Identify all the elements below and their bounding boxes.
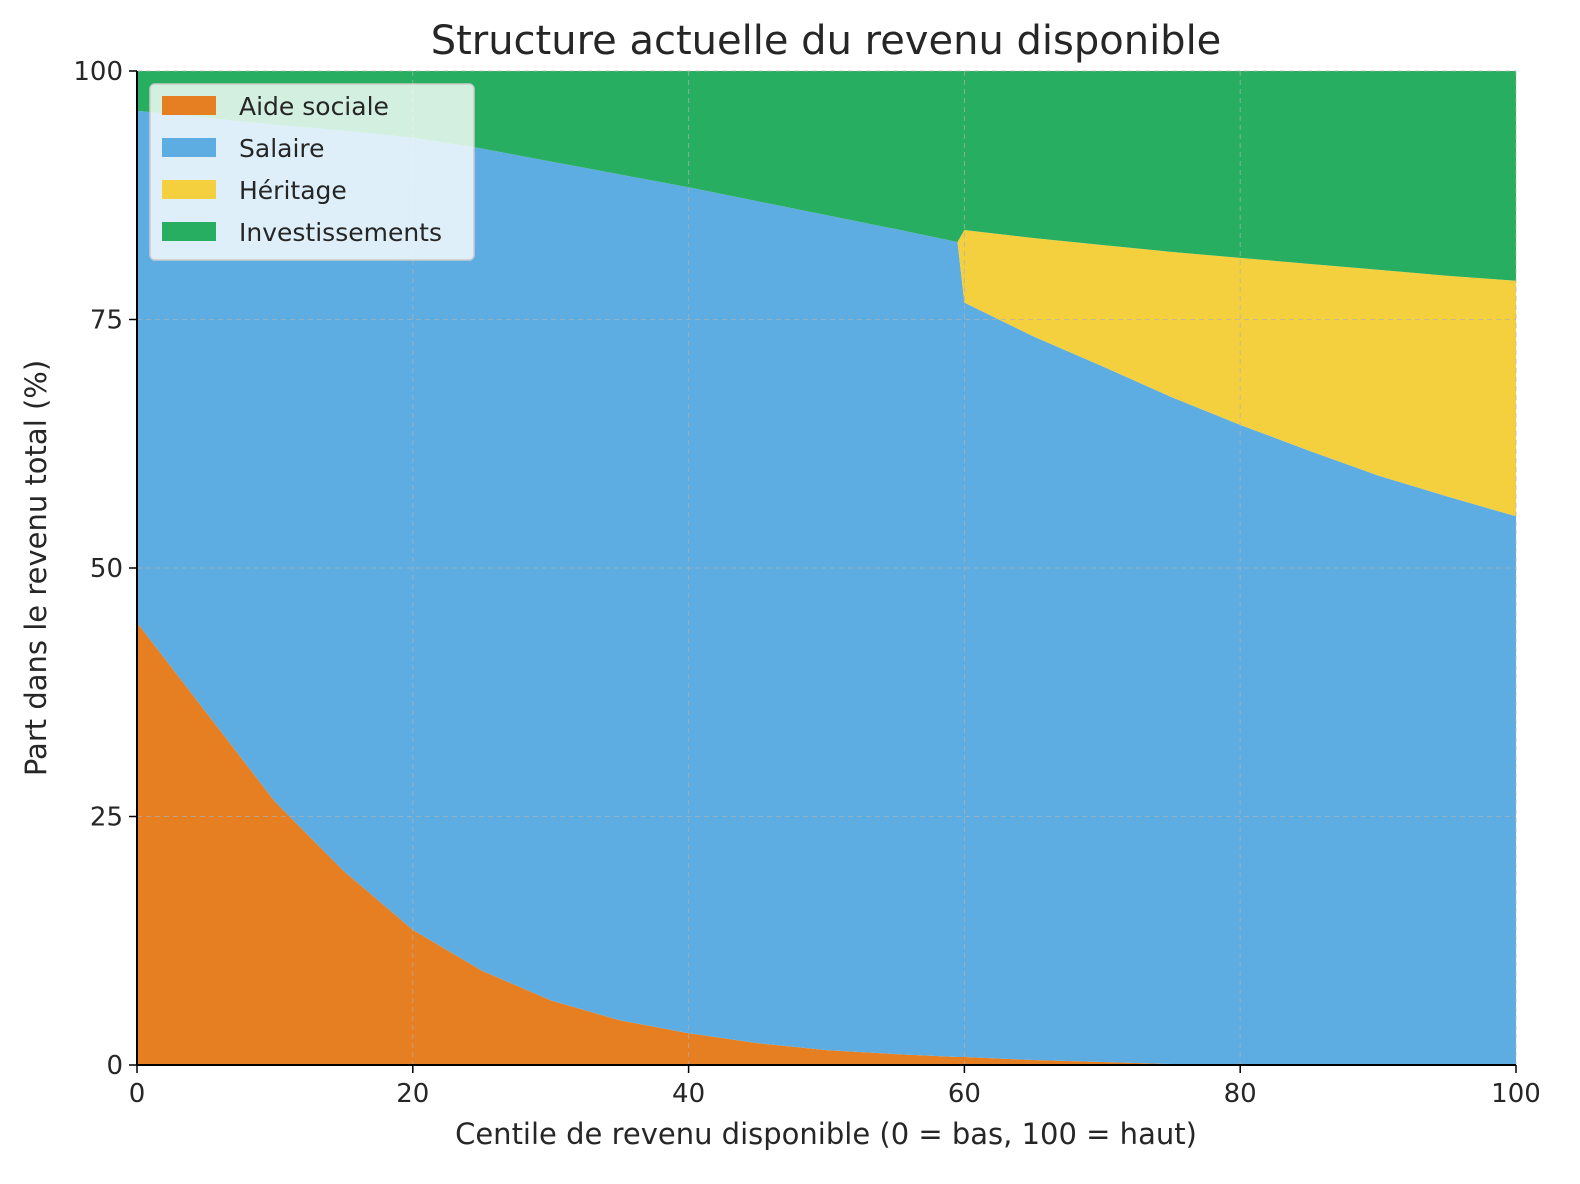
chart-title: Structure actuelle du revenu disponible: [431, 18, 1222, 64]
area-héritage: [137, 110, 1516, 517]
legend-swatch: [162, 222, 216, 241]
y-tick-label: 0: [106, 1051, 123, 1081]
legend-label: Héritage: [239, 176, 347, 205]
areas: [137, 71, 1516, 1065]
legend-swatch: [162, 180, 216, 199]
legend-label: Investissements: [239, 218, 442, 247]
x-tick-label: 40: [672, 1079, 705, 1109]
legend-swatch: [162, 96, 216, 115]
x-tick-label: 20: [396, 1079, 429, 1109]
legend-box: [149, 83, 475, 261]
y-tick-label: 50: [90, 554, 123, 584]
x-tick-label: 60: [948, 1079, 981, 1109]
legend-label: Aide sociale: [239, 92, 389, 121]
legend-label: Salaire: [239, 134, 325, 163]
legend-swatch: [162, 138, 216, 157]
area-aide-sociale: [137, 622, 1516, 1065]
legend: Aide sociale Salaire Héritage Investissemen…: [149, 83, 475, 261]
x-axis-label: Centile de revenu disponible (0 = bas, 1…: [455, 1117, 1197, 1151]
ticks: 0 20 40 60 80 100 0 25 50 75 100: [73, 57, 1540, 1109]
y-axis-label: Part dans le revenu total (%): [19, 360, 53, 776]
x-tick-label: 100: [1491, 1079, 1541, 1109]
y-tick-label: 100: [73, 57, 123, 87]
area-investissements: [137, 71, 1516, 281]
area-salaire: [137, 110, 1516, 1065]
y-tick-label: 25: [90, 803, 123, 833]
x-tick-label: 0: [129, 1079, 146, 1109]
y-tick-label: 75: [90, 306, 123, 336]
x-tick-label: 80: [1224, 1079, 1257, 1109]
